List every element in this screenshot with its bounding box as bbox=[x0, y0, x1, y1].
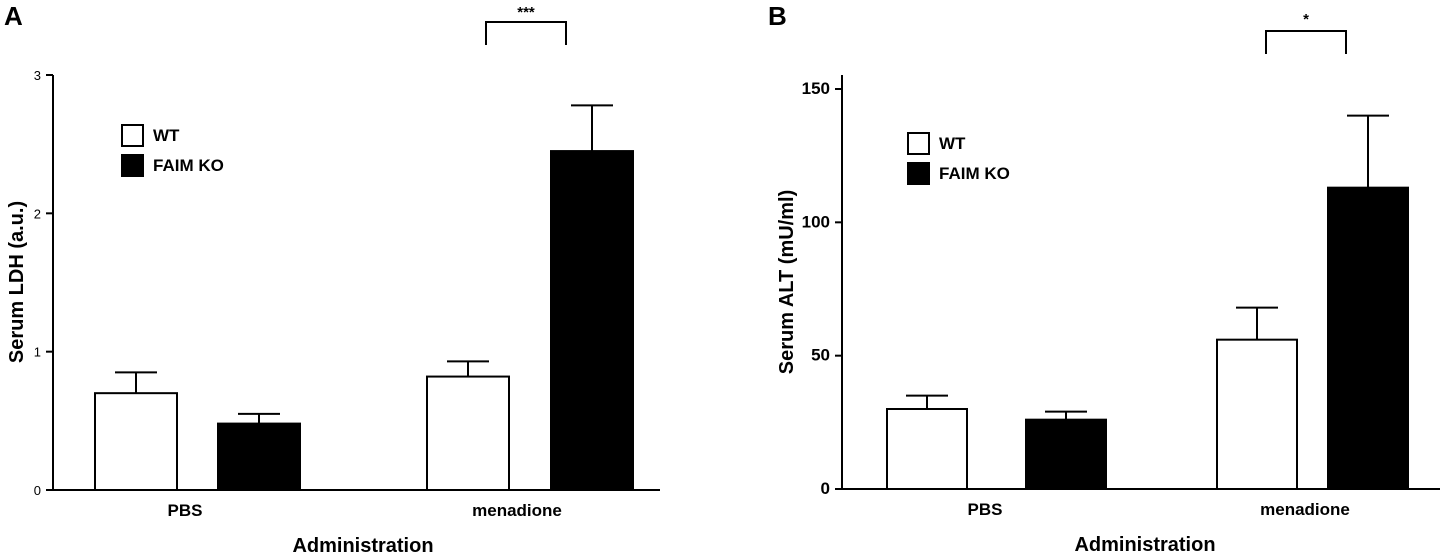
panel-b-legend-swatch-wt bbox=[907, 132, 930, 155]
panel-b: B 0 50 100 150 PBS menadione Administration… bbox=[768, 1, 1440, 556]
panel-a-y-ticks: 0 1 2 3 bbox=[34, 68, 53, 498]
panel-b-category-pbs: PBS bbox=[968, 500, 1003, 519]
panel-a-category-pbs: PBS bbox=[168, 501, 203, 520]
panel-b-y-tick-label: 100 bbox=[802, 212, 830, 231]
panel-b-legend-label-wt: WT bbox=[939, 134, 966, 153]
panel-a-label: A bbox=[4, 1, 23, 31]
panel-b-x-axis-title: Administration bbox=[1074, 534, 1215, 556]
panel-a-significance-label: *** bbox=[517, 4, 535, 21]
panel-a-y-tick-label: 0 bbox=[34, 483, 41, 498]
panel-a-bar-wt-menadione bbox=[426, 375, 510, 492]
panel-b-y-ticks: 0 50 100 150 bbox=[802, 79, 842, 498]
panel-b-y-tick-label: 0 bbox=[821, 479, 830, 498]
panel-a-significance-bracket bbox=[485, 21, 567, 45]
panel-a-y-tick-label: 1 bbox=[34, 345, 41, 360]
panel-b-bars bbox=[886, 114, 1409, 491]
panel-b-bar-wt-pbs bbox=[886, 408, 968, 490]
panel-b-bar-faim-ko-pbs bbox=[1025, 418, 1107, 490]
panel-b-y-tick-label: 150 bbox=[802, 79, 830, 98]
panel-a-category-menadione: menadione bbox=[472, 501, 562, 520]
panel-b-y-tick-label: 50 bbox=[811, 346, 830, 365]
panel-a-legend-swatch-wt bbox=[121, 124, 144, 147]
panel-a-y-tick-label: 2 bbox=[34, 206, 41, 221]
panel-a-legend-label-wt: WT bbox=[153, 126, 180, 145]
panel-b-legend-label-faim-ko: FAIM KO bbox=[939, 164, 1010, 183]
panel-b-y-axis-title: Serum ALT (mU/ml) bbox=[776, 190, 798, 374]
panel-a-x-axis-title: Administration bbox=[292, 535, 433, 557]
panel-b-significance-label: * bbox=[1303, 11, 1309, 28]
panel-a-bar-wt-pbs bbox=[94, 392, 178, 491]
panel-b-legend-swatch-faim-ko bbox=[907, 162, 930, 185]
panel-b-bar-wt-menadione bbox=[1216, 338, 1298, 490]
panel-a: A 0 1 2 3 PBS menadione Administration Seru… bbox=[4, 1, 660, 557]
panel-a-legend-swatch-faim-ko bbox=[121, 154, 144, 177]
panel-b-significance-bracket bbox=[1265, 30, 1347, 54]
panel-b-label: B bbox=[768, 1, 787, 31]
panel-a-legend-label-faim-ko: FAIM KO bbox=[153, 156, 224, 175]
panel-a-bar-faim-ko-menadione bbox=[550, 150, 634, 491]
panel-b-bar-faim-ko-menadione bbox=[1327, 186, 1409, 491]
panel-a-bar-faim-ko-pbs bbox=[217, 422, 301, 492]
panel-b-category-menadione: menadione bbox=[1260, 500, 1350, 519]
panel-a-y-axis-title: Serum LDH (a.u.) bbox=[6, 201, 28, 363]
panel-a-y-tick-label: 3 bbox=[34, 68, 41, 83]
